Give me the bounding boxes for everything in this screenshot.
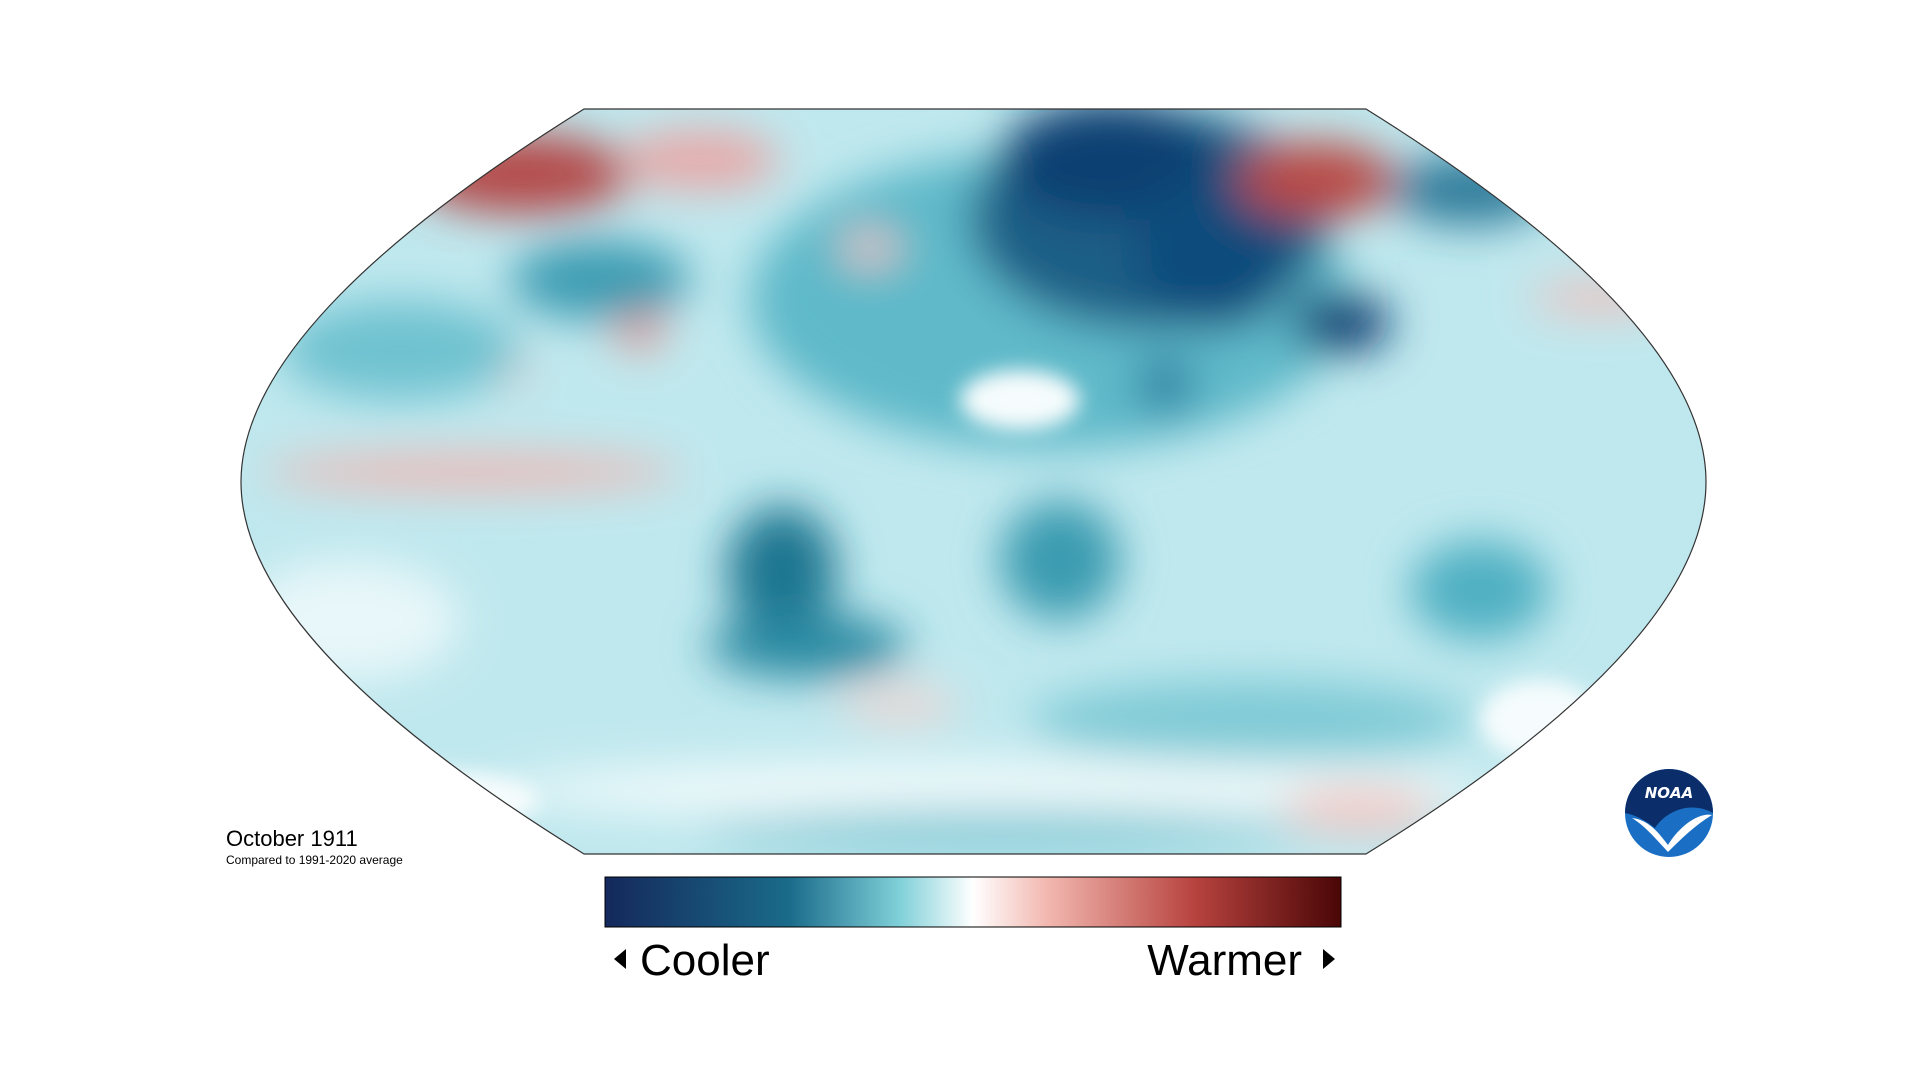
anomaly-field: [241, 109, 1706, 854]
logo-text: NOAA: [1645, 784, 1694, 802]
map-title: October 1911: [226, 826, 358, 851]
logo-gull: [1632, 814, 1712, 852]
legend-low-label: Cooler: [640, 936, 770, 985]
warmer-arrow: [1323, 949, 1335, 969]
map-outline: [240, 108, 1707, 855]
color-bar: [604, 876, 1342, 928]
map-subtitle: Compared to 1991-2020 average: [226, 853, 403, 867]
noaa-logo: NOAA: [1625, 769, 1713, 857]
legend-high-label: Warmer: [1147, 936, 1302, 985]
cooler-arrow: [614, 949, 626, 969]
logo-top: [1625, 769, 1713, 828]
